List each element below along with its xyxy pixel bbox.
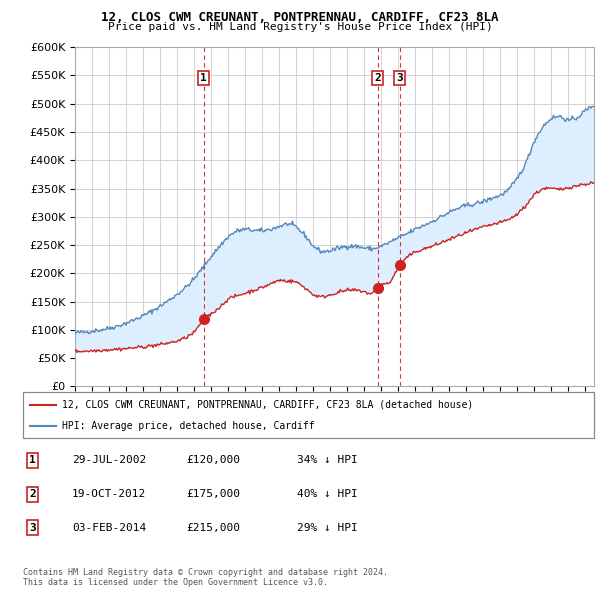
Text: £175,000: £175,000 — [186, 489, 240, 499]
Text: This data is licensed under the Open Government Licence v3.0.: This data is licensed under the Open Gov… — [23, 578, 328, 587]
Text: £215,000: £215,000 — [186, 523, 240, 533]
Text: 03-FEB-2014: 03-FEB-2014 — [72, 523, 146, 533]
Text: 1: 1 — [200, 73, 207, 83]
Text: 29-JUL-2002: 29-JUL-2002 — [72, 455, 146, 466]
Text: Contains HM Land Registry data © Crown copyright and database right 2024.: Contains HM Land Registry data © Crown c… — [23, 568, 388, 577]
Text: 3: 3 — [29, 523, 36, 533]
Text: 2: 2 — [29, 489, 36, 499]
Text: 19-OCT-2012: 19-OCT-2012 — [72, 489, 146, 499]
Text: 1: 1 — [29, 455, 36, 466]
Text: £120,000: £120,000 — [186, 455, 240, 466]
Text: 34% ↓ HPI: 34% ↓ HPI — [297, 455, 358, 466]
Text: Price paid vs. HM Land Registry's House Price Index (HPI): Price paid vs. HM Land Registry's House … — [107, 22, 493, 32]
Text: 40% ↓ HPI: 40% ↓ HPI — [297, 489, 358, 499]
Text: 2: 2 — [374, 73, 381, 83]
Text: 3: 3 — [397, 73, 403, 83]
Text: 12, CLOS CWM CREUNANT, PONTPRENNAU, CARDIFF, CF23 8LA (detached house): 12, CLOS CWM CREUNANT, PONTPRENNAU, CARD… — [62, 399, 473, 409]
Text: HPI: Average price, detached house, Cardiff: HPI: Average price, detached house, Card… — [62, 421, 314, 431]
Text: 29% ↓ HPI: 29% ↓ HPI — [297, 523, 358, 533]
Text: 12, CLOS CWM CREUNANT, PONTPRENNAU, CARDIFF, CF23 8LA: 12, CLOS CWM CREUNANT, PONTPRENNAU, CARD… — [101, 11, 499, 24]
